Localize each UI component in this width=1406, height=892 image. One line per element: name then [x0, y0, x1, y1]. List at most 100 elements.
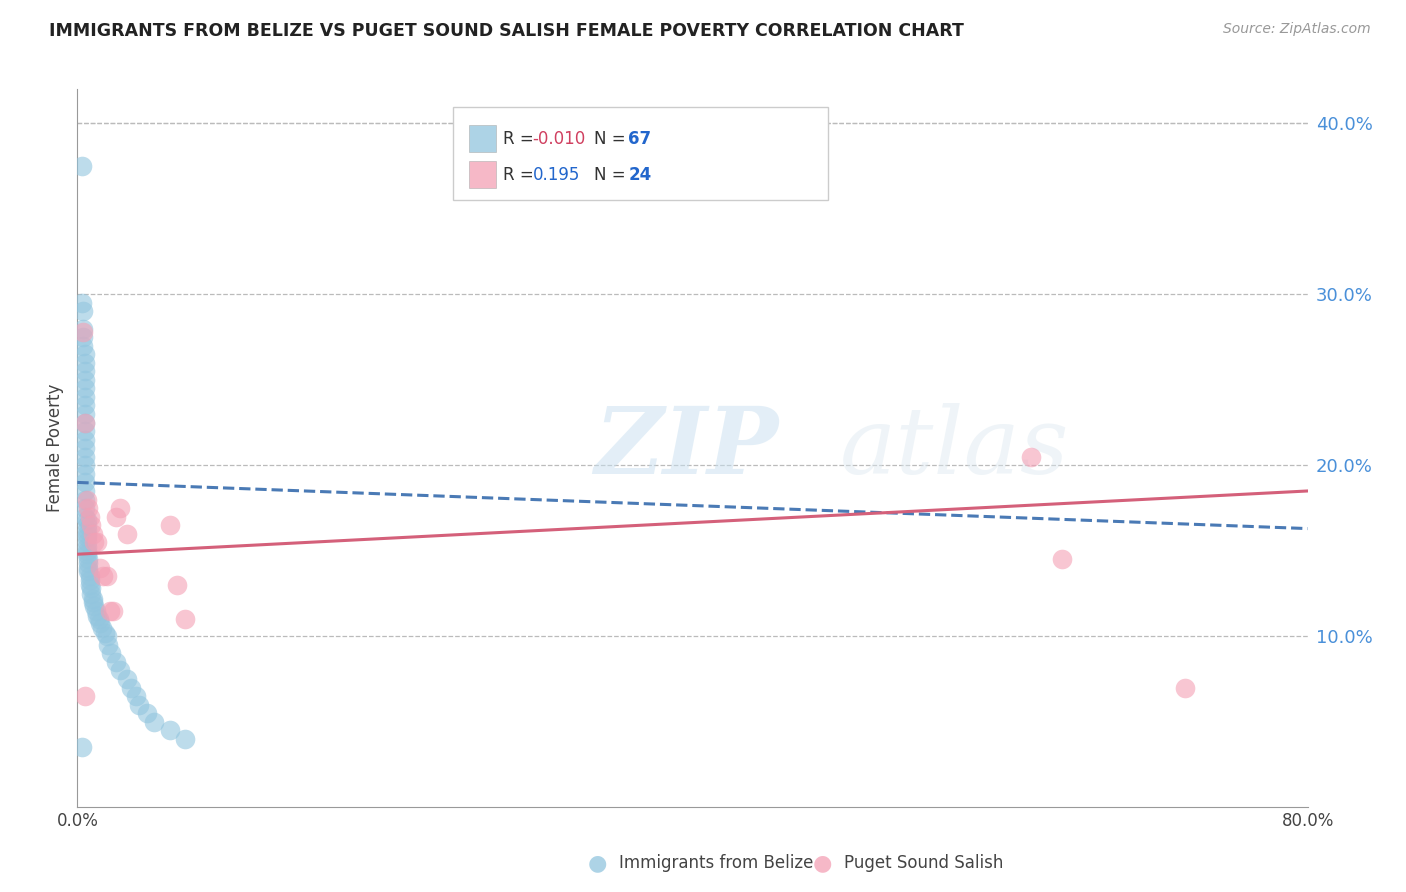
- Point: [76, 492, 98, 507]
- Point: [83, 535, 105, 549]
- Point: [72, 304, 94, 318]
- Point: [76, 513, 98, 527]
- Point: [110, 501, 132, 516]
- Point: [73, 407, 96, 421]
- Bar: [468, 161, 496, 188]
- Text: N =: N =: [595, 166, 626, 184]
- Point: [96, 629, 118, 643]
- Point: [89, 561, 111, 575]
- Point: [72, 330, 94, 344]
- Text: 67: 67: [628, 129, 651, 148]
- Point: [80, 582, 103, 596]
- Point: [77, 561, 100, 575]
- Point: [90, 621, 114, 635]
- Point: [77, 552, 100, 566]
- Y-axis label: Female Poverty: Female Poverty: [46, 384, 65, 512]
- Bar: [468, 125, 496, 153]
- Point: [76, 526, 98, 541]
- Text: R =: R =: [503, 129, 534, 148]
- Point: [76, 518, 98, 533]
- Point: [159, 723, 181, 738]
- Point: [84, 604, 107, 618]
- Point: [72, 325, 94, 339]
- Point: [76, 535, 98, 549]
- Point: [79, 573, 101, 587]
- Point: [73, 450, 96, 464]
- Point: [73, 433, 96, 447]
- Point: [104, 655, 127, 669]
- Text: 24: 24: [628, 166, 652, 184]
- Text: Source: ZipAtlas.com: Source: ZipAtlas.com: [1223, 22, 1371, 37]
- Point: [97, 638, 120, 652]
- Point: [73, 441, 96, 455]
- Point: [120, 681, 142, 695]
- Point: [100, 646, 122, 660]
- Point: [1050, 552, 1073, 566]
- Point: [73, 689, 96, 703]
- Point: [72, 321, 94, 335]
- Point: [76, 530, 98, 544]
- Point: [73, 475, 96, 490]
- Point: [86, 608, 108, 623]
- Point: [77, 556, 100, 570]
- Point: [73, 483, 96, 498]
- Point: [110, 664, 132, 678]
- Point: [174, 731, 197, 746]
- Point: [70, 159, 93, 173]
- Point: [128, 698, 150, 712]
- Point: [77, 564, 100, 578]
- Point: [79, 578, 101, 592]
- Point: [101, 604, 124, 618]
- Point: [73, 458, 96, 473]
- Point: [104, 509, 127, 524]
- Point: [1174, 681, 1197, 695]
- Text: Immigrants from Belize: Immigrants from Belize: [619, 855, 813, 872]
- Point: [82, 591, 104, 606]
- Point: [70, 740, 93, 755]
- Text: R =: R =: [503, 166, 534, 184]
- Point: [82, 595, 104, 609]
- Point: [76, 541, 98, 555]
- Point: [70, 296, 93, 310]
- Point: [82, 526, 104, 541]
- Text: IMMIGRANTS FROM BELIZE VS PUGET SOUND SALISH FEMALE POVERTY CORRELATION CHART: IMMIGRANTS FROM BELIZE VS PUGET SOUND SA…: [49, 22, 965, 40]
- Point: [73, 416, 96, 430]
- Text: 0.195: 0.195: [533, 166, 579, 184]
- Point: [87, 612, 110, 626]
- Text: atlas: atlas: [841, 403, 1070, 493]
- FancyBboxPatch shape: [453, 107, 828, 201]
- Point: [79, 509, 101, 524]
- Text: -0.010: -0.010: [533, 129, 586, 148]
- Point: [77, 501, 100, 516]
- Point: [73, 364, 96, 378]
- Point: [73, 492, 96, 507]
- Point: [73, 501, 96, 516]
- Point: [98, 604, 121, 618]
- Point: [83, 599, 105, 613]
- Point: [73, 467, 96, 481]
- Point: [89, 615, 111, 630]
- Point: [86, 535, 108, 549]
- Point: [73, 356, 96, 370]
- Point: [143, 714, 166, 729]
- Text: ●: ●: [813, 854, 832, 873]
- Point: [80, 518, 103, 533]
- Point: [76, 523, 98, 537]
- Point: [73, 381, 96, 395]
- Point: [79, 569, 101, 583]
- Point: [73, 390, 96, 404]
- Point: [73, 347, 96, 361]
- Text: Puget Sound Salish: Puget Sound Salish: [844, 855, 1002, 872]
- Point: [80, 586, 103, 600]
- Point: [1019, 450, 1042, 464]
- Point: [73, 373, 96, 387]
- Point: [73, 424, 96, 438]
- Point: [72, 338, 94, 352]
- Point: [76, 547, 98, 561]
- Text: ZIP: ZIP: [595, 403, 779, 493]
- Point: [135, 706, 157, 721]
- Point: [94, 626, 117, 640]
- Point: [166, 578, 188, 592]
- Point: [93, 569, 115, 583]
- Point: [73, 509, 96, 524]
